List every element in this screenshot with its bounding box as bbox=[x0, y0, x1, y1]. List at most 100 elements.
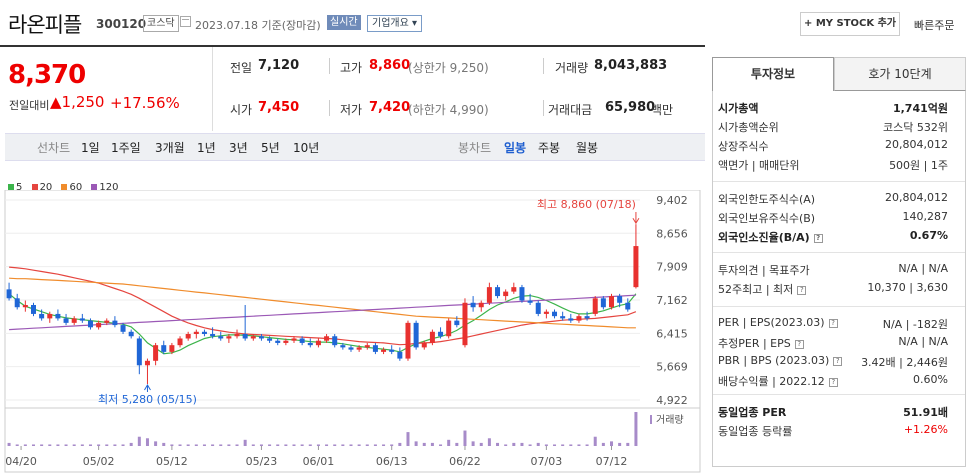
volume-bar bbox=[553, 444, 557, 446]
info-row: 배당수익률 | 2022.12? 0.60% bbox=[718, 373, 948, 391]
ma-legend: 5 20 60 120 bbox=[8, 182, 125, 193]
candle-body bbox=[226, 336, 232, 339]
period-1y[interactable]: 1년 bbox=[197, 141, 216, 155]
volume-bar bbox=[227, 444, 231, 446]
legend-ma60[interactable]: 60 bbox=[61, 182, 82, 193]
candle-body bbox=[381, 349, 387, 352]
candle-body bbox=[218, 336, 224, 339]
add-mystock-button[interactable]: + MY STOCK 추가 bbox=[800, 12, 900, 36]
ma-line-ma60 bbox=[9, 277, 636, 329]
candle-body bbox=[177, 338, 183, 346]
volume-bar bbox=[357, 444, 361, 446]
period-3m[interactable]: 3개월 bbox=[155, 141, 185, 155]
realtime-button[interactable]: 실시간 bbox=[327, 15, 361, 30]
candle-weekly[interactable]: 주봉 bbox=[538, 141, 561, 155]
candle-chart-button[interactable]: 봉차트 bbox=[458, 141, 492, 155]
info-value: 0.67% bbox=[909, 229, 948, 242]
candlestick-chart[interactable]: 9,402 8,656 7,909 7,162 6,415 5,669 4,922 거래량 04… bbox=[0, 190, 705, 475]
candle-body bbox=[193, 331, 199, 335]
volume-bar bbox=[202, 444, 206, 446]
candle-body bbox=[462, 302, 468, 346]
info-label: PER | EPS(2023.03)? bbox=[718, 316, 838, 329]
candle-body bbox=[324, 336, 330, 341]
candle-body bbox=[552, 311, 558, 317]
candle-body bbox=[486, 287, 492, 303]
volume-bar bbox=[593, 436, 597, 446]
volume-bar bbox=[170, 444, 174, 446]
candle-body bbox=[446, 320, 452, 337]
volume-bar bbox=[487, 438, 491, 446]
current-price: 8,370 bbox=[8, 60, 86, 90]
prev-close-value: 7,120 bbox=[258, 58, 300, 73]
quick-order-link[interactable]: 빠른주문 bbox=[914, 19, 955, 32]
candle-body bbox=[87, 320, 93, 328]
candle-body bbox=[332, 336, 338, 346]
candle-body bbox=[478, 302, 484, 308]
period-3y[interactable]: 3년 bbox=[229, 141, 248, 155]
candle-body bbox=[356, 347, 362, 350]
line-chart-button[interactable]: 선차트 bbox=[37, 141, 71, 155]
candle-body bbox=[234, 334, 240, 337]
candle-body bbox=[283, 340, 289, 343]
volume-bar bbox=[154, 441, 158, 446]
period-5y[interactable]: 5년 bbox=[261, 141, 280, 155]
volume-bar bbox=[137, 436, 141, 446]
info-label: 액면가 | 매매단위 bbox=[718, 159, 800, 172]
volume-bar bbox=[259, 444, 263, 446]
help-icon[interactable]: ? bbox=[828, 378, 838, 387]
candle-body bbox=[389, 349, 395, 352]
high-annotation: 최고 8,860 (07/18) bbox=[537, 198, 636, 211]
period-1w[interactable]: 1주일 bbox=[111, 141, 141, 155]
candle-body bbox=[348, 347, 354, 350]
basis-text: 기준(장마감) bbox=[261, 19, 321, 32]
volume-bar bbox=[634, 412, 638, 446]
tab-invest-info[interactable]: 투자정보 bbox=[712, 57, 834, 91]
header-divider bbox=[0, 45, 705, 47]
info-row: 액면가 | 매매단위 500원 | 1주 bbox=[718, 157, 948, 175]
volume-bar bbox=[251, 444, 255, 446]
ma-line-ma20 bbox=[9, 266, 637, 346]
info-label: 동일업종 PER bbox=[718, 406, 787, 419]
candle-body bbox=[315, 340, 321, 346]
volume-bar bbox=[365, 444, 369, 446]
candle-body bbox=[161, 345, 167, 352]
candle-body bbox=[30, 305, 36, 314]
period-10y[interactable]: 10년 bbox=[293, 141, 320, 155]
help-icon[interactable]: ? bbox=[813, 234, 823, 243]
legend-ma120[interactable]: 120 bbox=[91, 182, 119, 193]
volume-bar bbox=[479, 442, 483, 446]
volume-bar bbox=[333, 444, 337, 446]
panel-divider bbox=[713, 306, 965, 307]
info-value: N/A | N/A bbox=[898, 262, 948, 275]
candle-body bbox=[6, 289, 12, 299]
candle-monthly[interactable]: 월봉 bbox=[576, 141, 599, 155]
legend-ma20[interactable]: 20 bbox=[31, 182, 52, 193]
panel-divider bbox=[713, 181, 965, 182]
legend-label: 60 bbox=[69, 182, 83, 193]
volume-bar bbox=[268, 444, 272, 446]
help-icon[interactable]: ? bbox=[794, 340, 804, 349]
volume-bar bbox=[23, 444, 27, 446]
volume-bar bbox=[40, 444, 44, 446]
volume-bar bbox=[569, 444, 573, 446]
help-icon[interactable]: ? bbox=[797, 286, 807, 295]
divider bbox=[543, 100, 544, 116]
candle-body bbox=[128, 331, 134, 337]
help-icon[interactable]: ? bbox=[828, 319, 838, 328]
prev-close-label: 전일 bbox=[230, 61, 253, 75]
divider bbox=[543, 58, 544, 74]
price-change-pct: +17.56% bbox=[110, 94, 180, 112]
volume-bar bbox=[471, 441, 475, 446]
company-overview-dropdown[interactable]: 기업개요 ▾ bbox=[367, 15, 422, 32]
tab-orderbook[interactable]: 호가 10단계 bbox=[834, 57, 966, 91]
candle-body bbox=[210, 334, 216, 337]
candle-body bbox=[364, 345, 370, 348]
help-icon[interactable]: ? bbox=[833, 357, 843, 366]
add-mystock-label: + MY STOCK 추가 bbox=[803, 18, 897, 29]
legend-ma5[interactable]: 5 bbox=[8, 182, 22, 193]
period-1d[interactable]: 1일 bbox=[81, 141, 100, 155]
volume-bar bbox=[610, 441, 614, 446]
candle-daily[interactable]: 일봉 bbox=[504, 141, 527, 155]
y-tick-label: 4,922 bbox=[656, 394, 688, 407]
candle-body bbox=[543, 311, 549, 314]
